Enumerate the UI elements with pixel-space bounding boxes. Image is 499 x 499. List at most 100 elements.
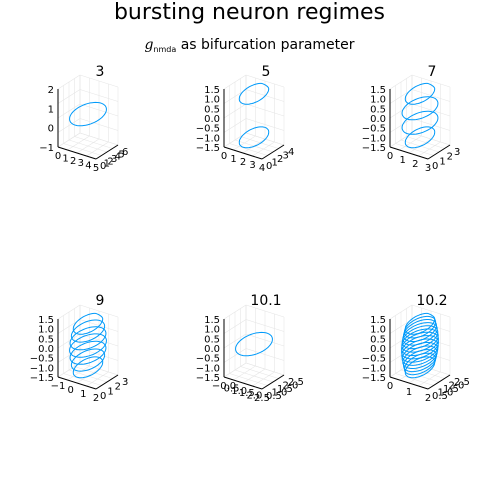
- grid-line: [418, 141, 441, 157]
- grid-line: [57, 74, 81, 90]
- series-line-loop: [70, 348, 106, 372]
- z-tick-label: 0.5: [204, 334, 220, 345]
- series-line-loop: [238, 126, 270, 149]
- y-axis: [261, 144, 285, 160]
- x-tick-label: 3: [78, 158, 84, 169]
- x-tick-label: 0.5: [224, 383, 240, 394]
- y-tick-label: 3: [122, 377, 128, 388]
- y-tick-label: 0: [100, 161, 106, 172]
- z-tick-label: −1.5: [196, 143, 220, 154]
- y-tick-label: 6: [122, 147, 128, 158]
- grid-line: [57, 304, 81, 320]
- series-line-loop: [402, 345, 438, 369]
- x-axis: [57, 146, 97, 160]
- panel-4: 9−1 0 1 2 0 1 2 31.51.00.50.0−0.5−1.0−1.5: [30, 293, 129, 404]
- x-tick-label: −0.0: [212, 381, 236, 392]
- z-tick-label: −0.5: [196, 354, 220, 365]
- y-axis: [95, 144, 119, 160]
- subtitle-symbol-subscript: nmda: [153, 45, 177, 54]
- grid-line: [74, 136, 113, 149]
- grid-line: [223, 319, 247, 334]
- z-tick-label: −1.5: [362, 373, 386, 384]
- z-tick-label: 0.0: [204, 114, 220, 125]
- x-axis: [389, 146, 429, 160]
- z-tick-label: −0.5: [30, 354, 54, 365]
- figure-subtitle: gnmda as bifurcation parameter: [0, 37, 499, 54]
- y-tick-label: 2.5: [288, 377, 304, 388]
- grid-line: [57, 89, 81, 104]
- z-tick-label: 1.0: [204, 95, 220, 106]
- series-line-loop: [404, 82, 436, 105]
- grid-line: [223, 74, 247, 90]
- z-tick-label: −0.5: [362, 354, 386, 365]
- z-tick-label: 1: [48, 104, 54, 115]
- series-line-loop: [401, 96, 439, 121]
- z-tick-label: 0.0: [38, 344, 54, 355]
- z-tick-label: 1.5: [370, 315, 386, 326]
- z-tick-label: 0.5: [38, 334, 54, 345]
- y-tick-label: 2.5: [454, 377, 470, 388]
- series-line-loop: [401, 342, 439, 366]
- grid-line: [406, 136, 445, 149]
- series-line-loop: [235, 331, 273, 357]
- y-tick-label: 0.5: [432, 391, 448, 402]
- y-tick-label: 1: [439, 156, 445, 167]
- y-tick-label: 3: [283, 151, 289, 162]
- panel-axes: [389, 89, 451, 160]
- y-tick-label: 1: [272, 158, 278, 169]
- x-axis: [223, 376, 263, 390]
- grid-line: [389, 304, 413, 320]
- grid-line: [245, 362, 285, 376]
- series-line-loop: [403, 315, 437, 339]
- subtitle-symbol: g: [144, 37, 154, 53]
- grid-line: [245, 304, 285, 318]
- x-tick-label: 2.0: [246, 391, 262, 402]
- grid-line: [79, 132, 119, 146]
- grid-line: [68, 139, 108, 153]
- grid-line: [74, 366, 113, 379]
- grid-line: [245, 74, 285, 88]
- grid-line: [79, 74, 119, 88]
- grid-line: [223, 304, 247, 320]
- panel-5: 10.1−0.00.51.01.52.02.50.51.01.52.02.51.…: [196, 293, 304, 404]
- z-tick-label: −1.5: [30, 373, 54, 384]
- panel-axes: [57, 319, 119, 390]
- panel-axes: [223, 319, 285, 390]
- x-tick-label: 1: [80, 389, 86, 400]
- z-tick-label: 0.5: [204, 104, 220, 115]
- z-tick-label: −1.0: [196, 363, 220, 374]
- y-tick-label: 1.5: [443, 384, 459, 395]
- y-tick-label: 1.0: [438, 388, 454, 399]
- y-tick-label: 5: [118, 149, 124, 160]
- series-line-loop: [238, 82, 270, 105]
- series-line-loop: [69, 333, 107, 358]
- z-tick-label: −1.5: [362, 143, 386, 154]
- series-line-loop: [72, 312, 104, 335]
- x-tick-label: 2: [93, 393, 99, 404]
- y-axis: [261, 374, 285, 390]
- z-tick-label: 0.5: [370, 334, 386, 345]
- y-tick-label: 4: [115, 152, 121, 163]
- panel-3: 70 1 2 3 0 1 2 31.51.00.50.0−0.5−1.0−1.5: [362, 64, 461, 174]
- panel-grid: [223, 304, 285, 390]
- z-tick-label: 1.5: [204, 85, 220, 96]
- x-tick-label: 0: [67, 385, 73, 396]
- grid-line: [240, 136, 279, 149]
- series-line-loop: [401, 328, 439, 353]
- grid-line: [79, 89, 119, 102]
- z-tick-label: 0: [48, 124, 54, 135]
- x-tick-label: 1: [406, 387, 412, 398]
- x-tick-label: 2: [70, 156, 76, 167]
- z-tick-label: 1.0: [370, 95, 386, 106]
- grid-line: [234, 369, 274, 383]
- z-tick-label: −1.0: [362, 363, 386, 374]
- series-line-loop: [402, 349, 438, 373]
- series-line-loop: [401, 110, 439, 135]
- y-tick-label: 2.0: [283, 381, 299, 392]
- y-axis: [427, 144, 451, 160]
- y-tick-label: 2: [277, 154, 283, 165]
- z-tick-label: 0.0: [370, 344, 386, 355]
- grid-line: [223, 333, 247, 349]
- x-axis: [389, 376, 429, 390]
